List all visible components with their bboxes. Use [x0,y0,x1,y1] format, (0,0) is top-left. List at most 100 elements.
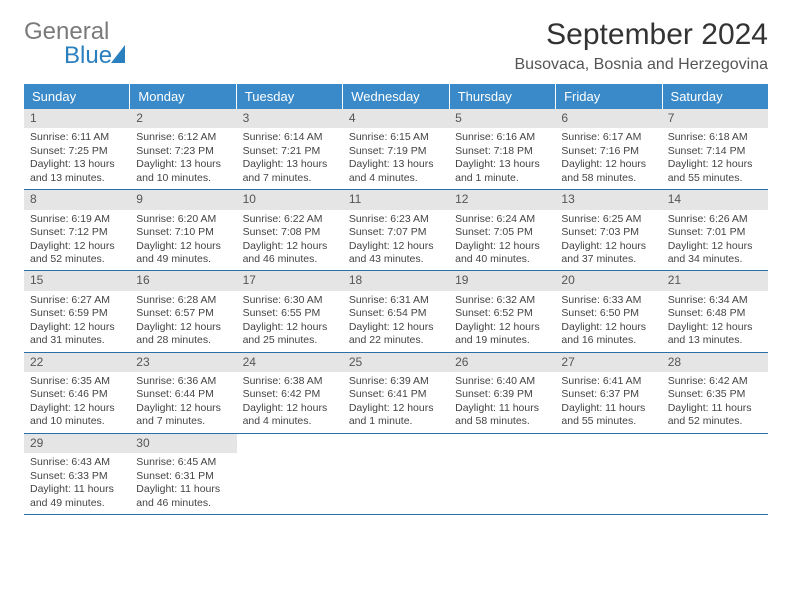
day-sunrise: Sunrise: 6:41 AM [561,375,655,388]
day-daylight: Daylight: 12 hours and 49 minutes. [136,240,230,267]
weeks-container: 1 Sunrise: 6:11 AMSunset: 7:25 PM Daylight… [24,109,768,515]
day-sunrise: Sunrise: 6:34 AM [668,294,762,307]
day-sunset: Sunset: 7:25 PM [30,145,124,158]
day-cell: 28Sunrise: 6:42 AMSunset: 6:35 PMDayligh… [662,353,768,433]
day-number-bar: 26 [449,353,555,372]
day-sunset: Sunset: 6:59 PM [30,307,124,320]
day-number-bar: 1 [24,109,130,128]
calendar-grid: SundayMondayTuesdayWednesdayThursdayFrid… [24,84,768,515]
day-cell: 7 Sunrise: 6:18 AMSunset: 7:14 PMDaylight… [662,109,768,189]
weekday-header: Saturday [663,84,768,109]
day-number: 28 [668,355,681,369]
day-number-bar: 3 [237,109,343,128]
day-cell: 18Sunrise: 6:31 AMSunset: 6:54 PMDayligh… [343,271,449,351]
day-daylight: Daylight: 12 hours and 55 minutes. [668,158,762,185]
day-daylight: Daylight: 11 hours and 52 minutes. [668,402,762,429]
day-number: 25 [349,355,362,369]
calendar-page: General Blue September 2024 Busovaca, Bo… [0,0,792,525]
day-number: 26 [455,355,468,369]
day-number-bar: 16 [130,271,236,290]
day-sunrise: Sunrise: 6:20 AM [136,213,230,226]
day-daylight: Daylight: 11 hours and 46 minutes. [136,483,230,510]
day-sunrise: Sunrise: 6:12 AM [136,131,230,144]
day-number: 2 [136,111,143,125]
day-daylight: Daylight: 12 hours and 4 minutes. [243,402,337,429]
day-cell: 8Sunrise: 6:19 AMSunset: 7:12 PMDaylight… [24,190,130,270]
day-sunrise: Sunrise: 6:16 AM [455,131,549,144]
day-number-bar: 28 [662,353,768,372]
day-cell: 20Sunrise: 6:33 AMSunset: 6:50 PMDayligh… [555,271,661,351]
day-cell: 13Sunrise: 6:25 AMSunset: 7:03 PMDayligh… [555,190,661,270]
day-daylight: Daylight: 12 hours and 25 minutes. [243,321,337,348]
day-cell: 14Sunrise: 6:26 AMSunset: 7:01 PMDayligh… [662,190,768,270]
day-sunrise: Sunrise: 6:45 AM [136,456,230,469]
day-daylight: Daylight: 12 hours and 40 minutes. [455,240,549,267]
day-cell: 1Sunrise: 6:11 AMSunset: 7:25 PMDaylight… [24,109,130,189]
day-cell: 12Sunrise: 6:24 AMSunset: 7:05 PMDayligh… [449,190,555,270]
day-cell: 16Sunrise: 6:28 AMSunset: 6:57 PMDayligh… [130,271,236,351]
day-sunrise: Sunrise: 6:25 AM [561,213,655,226]
day-number: 19 [455,273,468,287]
day-number-bar: 6 [555,109,661,128]
day-number: 21 [668,273,681,287]
day-number-bar: 21 [662,271,768,290]
day-sunset: Sunset: 6:39 PM [455,388,549,401]
day-sunrise: Sunrise: 6:26 AM [668,213,762,226]
day-number-bar: 10 [237,190,343,209]
day-sunrise: Sunrise: 6:35 AM [30,375,124,388]
day-daylight: Daylight: 13 hours and 1 minute. [455,158,549,185]
day-sunset: Sunset: 6:35 PM [668,388,762,401]
day-cell: 25Sunrise: 6:39 AMSunset: 6:41 PMDayligh… [343,353,449,433]
day-cell: 23Sunrise: 6:36 AMSunset: 6:44 PMDayligh… [130,353,236,433]
day-daylight: Daylight: 12 hours and 34 minutes. [668,240,762,267]
day-daylight: Daylight: 13 hours and 4 minutes. [349,158,443,185]
day-number-bar: 25 [343,353,449,372]
day-cell: 22 Sunrise: 6:35 AMSunset: 6:46 PMDayligh… [24,353,130,433]
day-number: 13 [561,192,574,206]
week-row: 22Sunrise: 6:35 AMSunset: 6:46 PMDayligh… [24,353,768,434]
day-sunset: Sunset: 7:14 PM [668,145,762,158]
day-sunset: Sunset: 7:08 PM [243,226,337,239]
day-number: 23 [136,355,149,369]
day-number: 17 [243,273,256,287]
day-sunset: Sunset: 6:46 PM [30,388,124,401]
day-number-bar: 18 [343,271,449,290]
day-sunrise: Sunrise: 6:14 AM [243,131,337,144]
day-number: 22 [30,355,43,369]
day-sunset: Sunset: 6:31 PM [136,470,230,483]
day-daylight: Daylight: 12 hours and 58 minutes. [561,158,655,185]
day-cell [555,434,661,514]
day-sunset: Sunset: 7:18 PM [455,145,549,158]
title-block: September 2024 Busovaca, Bosnia and Herz… [515,18,769,74]
day-daylight: Daylight: 11 hours and 58 minutes. [455,402,549,429]
day-number: 16 [136,273,149,287]
day-sunrise: Sunrise: 6:11 AM [30,131,124,144]
day-number-bar: 30 [130,434,236,453]
day-sunset: Sunset: 6:54 PM [349,307,443,320]
day-sunrise: Sunrise: 6:39 AM [349,375,443,388]
day-number-bar: 24 [237,353,343,372]
day-cell: 10Sunrise: 6:22 AMSunset: 7:08 PMDayligh… [237,190,343,270]
weekday-header: Thursday [450,84,556,109]
day-sunrise: Sunrise: 6:36 AM [136,375,230,388]
day-sunset: Sunset: 6:48 PM [668,307,762,320]
day-number-bar: 5 [449,109,555,128]
day-number: 18 [349,273,362,287]
day-number: 10 [243,192,256,206]
day-sunset: Sunset: 7:16 PM [561,145,655,158]
day-sunrise: Sunrise: 6:28 AM [136,294,230,307]
day-number-bar: 2 [130,109,236,128]
day-number-bar: 9 [130,190,236,209]
day-sunrise: Sunrise: 6:23 AM [349,213,443,226]
day-daylight: Daylight: 12 hours and 10 minutes. [30,402,124,429]
day-number: 6 [561,111,568,125]
day-number: 3 [243,111,250,125]
header: General Blue September 2024 Busovaca, Bo… [24,18,768,74]
day-sunrise: Sunrise: 6:32 AM [455,294,549,307]
day-cell [662,434,768,514]
week-row: 15Sunrise: 6:27 AMSunset: 6:59 PMDayligh… [24,271,768,352]
day-number-bar: 7 [662,109,768,128]
day-sunrise: Sunrise: 6:24 AM [455,213,549,226]
day-cell [449,434,555,514]
day-sunrise: Sunrise: 6:18 AM [668,131,762,144]
